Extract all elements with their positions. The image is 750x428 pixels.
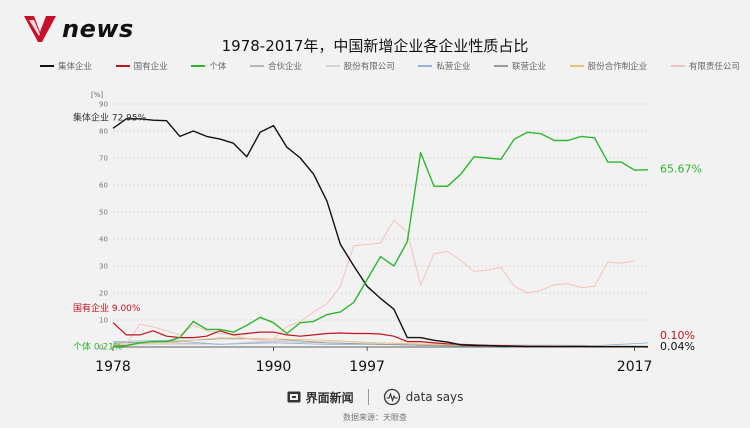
data-label: 0.04% bbox=[660, 340, 695, 353]
data-label: 集体企业 72.95% bbox=[73, 112, 147, 124]
legend-label: 股份合作制企业 bbox=[587, 62, 648, 72]
legend-label: 集体企业 bbox=[58, 62, 93, 72]
legend-swatch bbox=[325, 65, 340, 67]
jiemian-logo-icon bbox=[287, 391, 301, 403]
v-logo-icon bbox=[24, 16, 56, 42]
legend-item: 个体 bbox=[191, 60, 226, 72]
legend-swatch bbox=[418, 65, 433, 67]
jiemian-label: 界面新闻 bbox=[305, 390, 354, 405]
legend-item: 有限责任公司 bbox=[670, 60, 740, 72]
x-tick-label: 2017 bbox=[617, 359, 653, 375]
legend-swatch bbox=[569, 65, 584, 67]
datasays-logo-icon bbox=[383, 388, 400, 406]
legend-label: 国有企业 bbox=[133, 62, 168, 72]
footer-brand: 界面新闻 data says bbox=[0, 388, 750, 406]
legend-swatch bbox=[250, 65, 265, 67]
legend-swatch bbox=[670, 65, 685, 67]
datasays-brand[interactable]: data says bbox=[383, 388, 464, 406]
legend-item: 集体企业 bbox=[40, 60, 92, 72]
legend-swatch bbox=[40, 65, 54, 67]
legend-label: 个体 bbox=[209, 62, 227, 72]
jiemian-brand[interactable]: 界面新闻 bbox=[287, 389, 354, 406]
y-tick-label: 90 bbox=[99, 101, 108, 109]
data-label: 65.67% bbox=[660, 163, 702, 176]
legend-item: 股份有限公司 bbox=[325, 60, 395, 72]
legend-label: 有限责任公司 bbox=[688, 62, 740, 72]
y-tick-label: 30 bbox=[99, 263, 108, 271]
chart-title: 1978-2017年，中国新增企业各企业性质占比 bbox=[221, 37, 529, 55]
series-line bbox=[112, 219, 635, 347]
news-logo[interactable]: news bbox=[22, 14, 134, 44]
y-tick-label: 70 bbox=[99, 155, 108, 163]
legend-label: 合伙企业 bbox=[268, 62, 303, 72]
series-line bbox=[112, 131, 649, 348]
data-source: 数据来源：天眼查 bbox=[343, 413, 407, 422]
y-tick-label: 50 bbox=[99, 209, 108, 217]
chart-legend: 集体企业 国有企业 个体 合伙企业 股份有限公司 私营企业 联营企业 股份合作制企业 有限责任公… bbox=[40, 60, 740, 72]
y-tick-label: 20 bbox=[99, 290, 108, 298]
data-label: 个体 0.21% bbox=[73, 340, 123, 352]
legend-swatch bbox=[494, 65, 509, 67]
legend-label: 私营企业 bbox=[436, 62, 471, 72]
logo-text: news bbox=[62, 15, 134, 43]
legend-item: 股份合作制企业 bbox=[569, 60, 648, 72]
y-tick-label: 80 bbox=[99, 128, 108, 136]
legend-item: 联营企业 bbox=[494, 60, 546, 72]
data-label: 国有企业 9.00% bbox=[73, 302, 141, 314]
legend-label: 联营企业 bbox=[512, 62, 547, 72]
legend-swatch bbox=[115, 65, 130, 67]
x-tick-label: 1990 bbox=[256, 359, 292, 375]
legend-swatch bbox=[191, 65, 206, 67]
series-line bbox=[112, 118, 649, 348]
footer-divider bbox=[367, 389, 369, 405]
legend-label: 股份有限公司 bbox=[343, 62, 395, 72]
legend-item: 国有企业 bbox=[115, 60, 168, 72]
x-tick-label: 1978 bbox=[95, 359, 131, 375]
x-tick-label: 1997 bbox=[349, 359, 385, 375]
legend-item: 私营企业 bbox=[418, 60, 470, 72]
y-tick-label: 10 bbox=[99, 317, 108, 325]
y-tick-label: 40 bbox=[99, 236, 108, 244]
legend-item: 合伙企业 bbox=[250, 60, 302, 72]
y-tick-label: 60 bbox=[99, 182, 108, 190]
y-axis-label: [%] bbox=[91, 91, 104, 99]
y-tick-label: 0 bbox=[99, 344, 103, 352]
data-label: 0.10% bbox=[660, 329, 695, 342]
datasays-label: data says bbox=[405, 390, 464, 404]
